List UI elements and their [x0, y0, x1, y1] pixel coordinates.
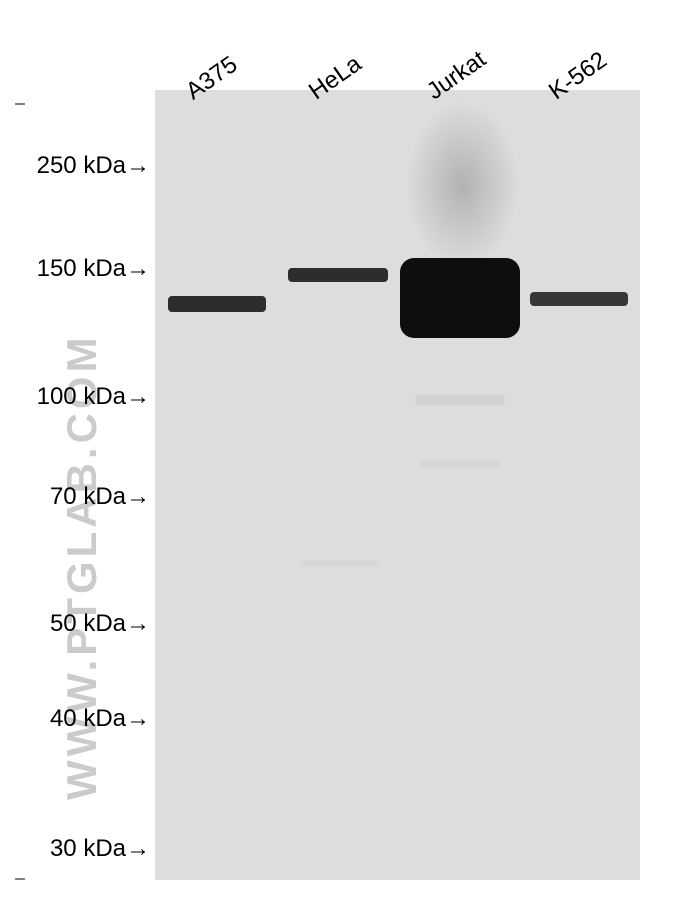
mw-marker-label: 150 kDa→ [37, 255, 150, 283]
mw-marker-label: 40 kDa→ [50, 705, 150, 733]
blot-faint-band [300, 560, 380, 566]
blot-faint-band [415, 395, 505, 405]
mw-marker-label: 50 kDa→ [50, 610, 150, 638]
blot-band [288, 268, 388, 282]
blot-band [400, 258, 520, 338]
mw-marker-label: 30 kDa→ [50, 835, 150, 863]
western-blot-figure: WWW.PTGLAB.COM 250 kDa→150 kDa→100 kDa→7… [0, 0, 700, 903]
blot-faint-band [420, 460, 500, 468]
mw-marker-label: 100 kDa→ [37, 383, 150, 411]
mw-marker-label: 70 kDa→ [50, 483, 150, 511]
tick-mark [15, 878, 25, 880]
blot-band [168, 296, 266, 312]
blot-smear [405, 100, 520, 270]
mw-marker-label: 250 kDa→ [37, 152, 150, 180]
blot-membrane [155, 90, 640, 880]
tick-mark [15, 103, 25, 105]
blot-band [530, 292, 628, 306]
